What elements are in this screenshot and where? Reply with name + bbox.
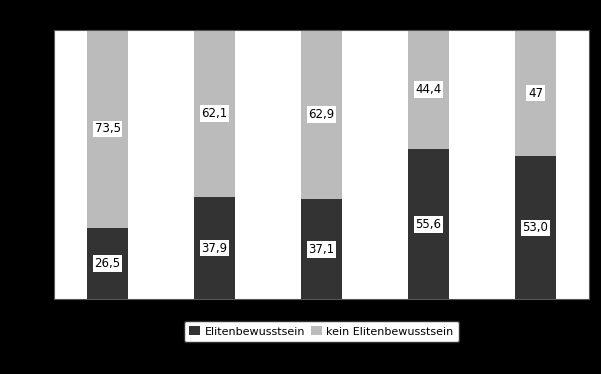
Bar bbox=[87, 228, 128, 299]
Text: 26,5: 26,5 bbox=[94, 257, 121, 270]
Bar bbox=[515, 156, 556, 299]
Text: 73,5: 73,5 bbox=[94, 122, 121, 135]
Bar bbox=[408, 30, 449, 150]
Text: 37,9: 37,9 bbox=[201, 242, 228, 255]
Bar bbox=[301, 199, 342, 299]
Text: 47: 47 bbox=[528, 87, 543, 100]
Text: 53,0: 53,0 bbox=[522, 221, 549, 234]
Bar bbox=[408, 150, 449, 299]
Bar bbox=[87, 30, 128, 228]
Text: 62,1: 62,1 bbox=[201, 107, 228, 120]
Bar bbox=[194, 197, 235, 299]
Text: 44,4: 44,4 bbox=[415, 83, 442, 96]
Bar bbox=[301, 30, 342, 199]
Text: 55,6: 55,6 bbox=[415, 218, 442, 231]
Text: 62,9: 62,9 bbox=[308, 108, 335, 121]
Legend: Elitenbewusstsein, kein Elitenbewusstsein: Elitenbewusstsein, kein Elitenbewusstsei… bbox=[184, 321, 459, 342]
Text: 37,1: 37,1 bbox=[308, 243, 335, 256]
Bar bbox=[515, 30, 556, 156]
Bar bbox=[194, 30, 235, 197]
